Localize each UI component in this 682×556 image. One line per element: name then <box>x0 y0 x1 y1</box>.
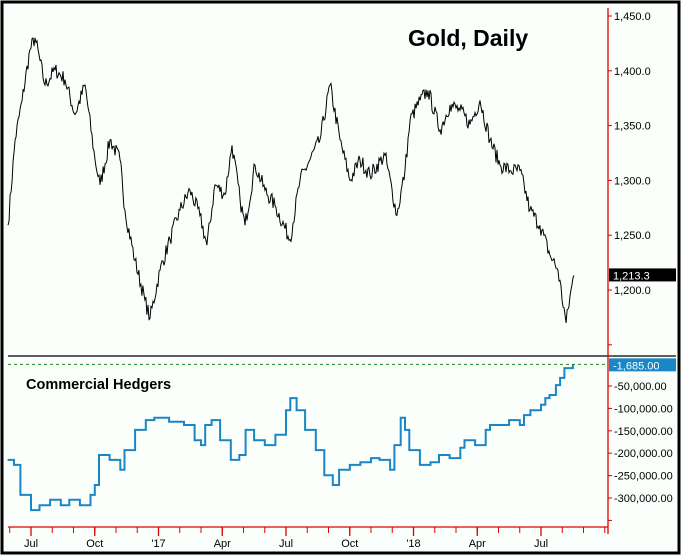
x-tick-label: Jul <box>24 538 38 550</box>
gold-y-tick-label: 1,300.0 <box>614 175 651 187</box>
hedgers-last-value-label: -1,685.00 <box>613 360 659 372</box>
x-tick-label: '17 <box>151 538 165 550</box>
gold-y-tick-label: 1,250.0 <box>614 230 651 242</box>
gold-y-tick-label: 1,450.0 <box>614 11 651 23</box>
gold-y-tick-label: 1,350.0 <box>614 121 651 133</box>
x-tick-label: Apr <box>214 538 231 550</box>
hedgers-y-tick-label: -200,000.00 <box>614 448 673 460</box>
x-tick-label: Jul <box>534 538 548 550</box>
hedgers-y-tick-label: -50,000.00 <box>614 381 667 393</box>
gold-last-value-box <box>609 268 676 282</box>
x-tick-label: Oct <box>341 538 358 550</box>
x-tick-label: Jul <box>279 538 293 550</box>
hedgers-panel <box>7 363 608 512</box>
hedgers-title: Commercial Hedgers <box>26 377 171 393</box>
hedgers-y-tick-label: -100,000.00 <box>614 403 673 415</box>
x-tick-label: Oct <box>86 538 103 550</box>
gold-y-tick-label: 1,200.0 <box>614 285 651 297</box>
hedgers-y-tick-label: -150,000.00 <box>614 426 673 438</box>
axes: Jul Oct '17 Apr Jul Oct '18 Apr Jul 1,450.0 1,400.… <box>8 8 676 550</box>
hedgers-line <box>7 364 574 512</box>
gold-title: Gold, Daily <box>408 25 528 51</box>
gold-last-value-label: 1,213.3 <box>613 270 650 282</box>
x-tick-label: Apr <box>469 538 486 550</box>
hedgers-last-value-box <box>609 358 676 372</box>
hedgers-y-tick-label: -250,000.00 <box>614 471 673 483</box>
hedgers-y-tick-label: -300,000.00 <box>614 493 673 505</box>
gold-price-line <box>7 37 575 323</box>
x-tick-label: '18 <box>406 538 420 550</box>
gold-panel <box>7 37 575 323</box>
gold-y-tick-label: 1,400.0 <box>614 66 651 78</box>
